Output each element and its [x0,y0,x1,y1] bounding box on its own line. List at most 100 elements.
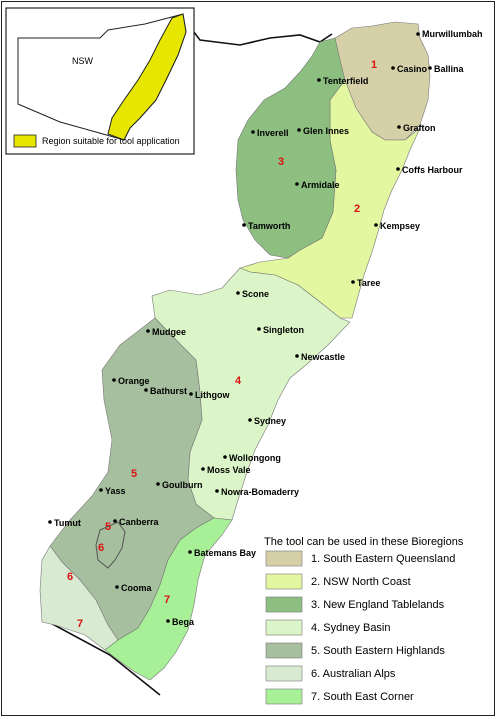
town-label: Mudgee [152,327,186,337]
region-number: 5 [131,468,137,480]
town-marker: Goulburn [156,480,203,490]
region-sydney-basin [151,267,351,521]
town-label: Tenterfield [323,76,368,86]
town-marker: Batemans Bay [188,548,256,558]
town-marker: Grafton [397,123,436,133]
town-marker: Cooma [115,583,152,593]
town-marker: Canberra [113,517,160,527]
act-boundary [95,521,126,569]
town-label: Coffs Harbour [402,165,463,175]
towns: Murwillumbah Casino Ballina Tenterfield … [48,29,483,627]
town-marker: Moss Vale [201,465,251,475]
town-label: Murwillumbah [422,29,483,39]
town-marker: Scone [236,289,269,299]
legend-label: 6. Australian Alps [311,668,396,680]
town-marker: Bega [166,617,195,627]
region-number: 4 [235,375,242,387]
inset-suitable-region [107,13,187,141]
town-marker: Murwillumbah [416,29,483,39]
town-label: Tumut [54,518,81,528]
town-label: Orange [118,376,150,386]
region-number: 5 [105,521,111,533]
town-label: Singleton [263,325,304,335]
town-label: Scone [242,289,269,299]
town-label: Cooma [121,583,152,593]
town-marker: Casino [391,64,428,74]
region-number: 2 [354,203,360,215]
town-label: Kempsey [380,221,420,231]
legend-label: 1. South Eastern Queensland [311,553,455,565]
town-marker: Singleton [257,325,304,335]
town-marker: Coffs Harbour [396,165,463,175]
region-number: 1 [371,59,377,71]
legend-item: 6. Australian Alps [265,665,396,682]
legend-item: 7. South East Corner [265,688,414,705]
legend-label: 3. New England Tablelands [311,599,445,611]
town-label: Lithgow [195,390,230,400]
town-marker: Armidale [295,180,340,190]
town-label: Tamworth [248,221,290,231]
town-label: Inverell [257,128,289,138]
town-marker: Inverell [251,128,289,138]
legend-item: 1. South Eastern Queensland [265,550,455,567]
town-marker: Kempsey [374,221,420,231]
town-label: Ballina [434,64,465,74]
inset-legend-swatch [13,134,37,148]
legend-item: 4. Sydney Basin [265,619,391,636]
town-marker: Tamworth [242,221,290,231]
town-marker: Mudgee [146,327,186,337]
town-marker: Tumut [48,518,81,528]
legend-item: 2. NSW North Coast [265,573,411,590]
town-label: Newcastle [301,352,345,362]
town-label: Casino [397,64,428,74]
town-marker: Taree [351,278,380,288]
town-label: Taree [357,278,380,288]
legend-label: 4. Sydney Basin [311,622,391,634]
bioregion-legend: The tool can be used in these Bioregions… [264,536,464,705]
town-marker: Wollongong [223,453,281,463]
region-south-east-corner [104,517,233,681]
town-label: Bathurst [150,386,187,396]
town-label: Canberra [119,517,160,527]
region-australian-alps [39,545,119,651]
town-label: Moss Vale [207,465,251,475]
town-marker: Newcastle [295,352,345,362]
town-marker: Nowra-Bomaderry [215,487,299,497]
legend-label: 2. NSW North Coast [311,576,411,588]
town-label: Goulburn [162,480,203,490]
town-label: Grafton [403,123,436,133]
inset-legend-label: Region suitable for tool application [42,136,180,146]
town-marker: Lithgow [189,390,230,400]
inset-map: NSW Region suitable for tool application [5,7,195,155]
legend-label: 7. South East Corner [311,691,414,703]
town-label: Sydney [254,416,286,426]
region-number: 6 [98,542,104,554]
region-numbers: 1 2 3 4 5 5 6 6 7 7 [67,59,377,630]
town-label: Wollongong [229,453,281,463]
town-label: Batemans Bay [194,548,256,558]
legend-label: 5. South Eastern Highlands [311,645,445,657]
town-marker: Yass [99,486,126,496]
legend-item: 3. New England Tablelands [265,596,445,613]
town-label: Yass [105,486,126,496]
town-marker: Glen Innes [297,126,349,136]
town-label: Bega [172,617,195,627]
town-label: Nowra-Bomaderry [221,487,299,497]
town-marker: Tenterfield [317,76,368,86]
region-number: 6 [67,571,73,583]
town-marker: Sydney [248,416,286,426]
legend-item: 5. South Eastern Highlands [265,642,445,659]
inset-state-label: NSW [72,56,94,66]
legend-title: The tool can be used in these Bioregions [264,536,464,548]
town-marker: Bathurst [144,386,187,396]
town-marker: Orange [112,376,150,386]
region-new-england-tablelands [235,37,346,259]
town-marker: Ballina [428,64,465,74]
town-label: Armidale [301,180,340,190]
region-number: 7 [164,594,170,606]
town-label: Glen Innes [303,126,349,136]
region-number: 7 [77,618,83,630]
region-number: 3 [278,156,284,168]
